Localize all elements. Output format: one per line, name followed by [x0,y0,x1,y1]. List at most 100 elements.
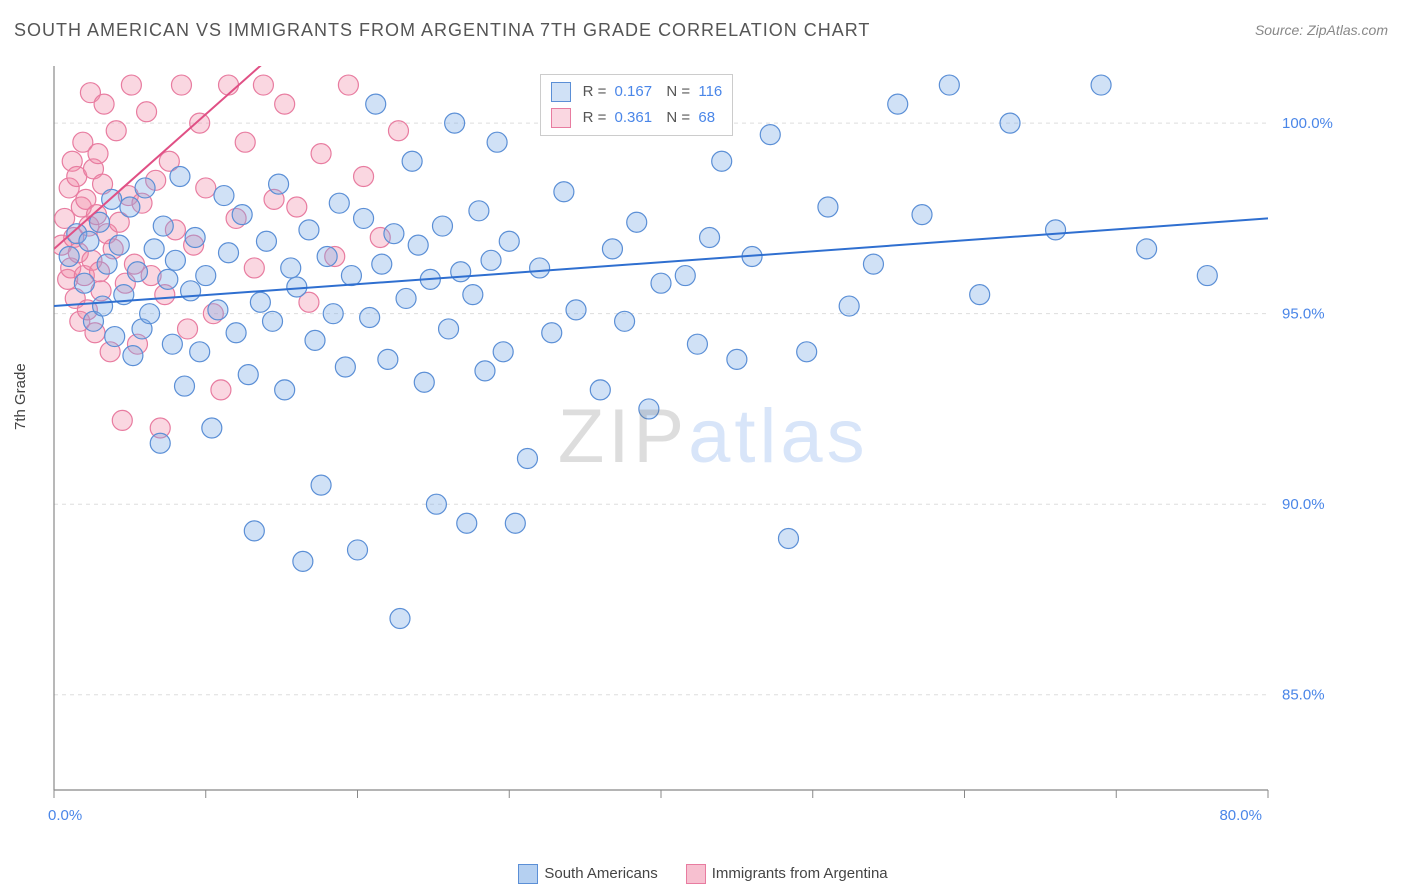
y-tick-label: 100.0% [1282,115,1333,132]
data-point [760,125,780,145]
data-point [162,334,182,354]
data-point [244,521,264,541]
data-point [97,254,117,274]
stats-row: R = 0.167 N = 116 [551,79,723,105]
data-point [253,75,273,95]
legend-swatch [518,864,538,884]
x-tick-label: 80.0% [1219,807,1262,824]
data-point [170,167,190,187]
data-point [408,235,428,255]
data-point [226,323,246,343]
data-point [263,311,283,331]
data-point [158,269,178,289]
data-point [390,609,410,629]
data-point [602,239,622,259]
y-tick-label: 85.0% [1282,687,1325,704]
data-point [269,174,289,194]
data-point [175,376,195,396]
data-point [287,277,307,297]
series-swatch [551,82,571,102]
data-point [94,94,114,114]
data-point [797,342,817,362]
data-point [140,304,160,324]
data-point [388,121,408,141]
data-point [190,113,210,133]
data-point [615,311,635,331]
data-point [165,250,185,270]
data-point [299,220,319,240]
source-attribution: Source: ZipAtlas.com [1255,22,1388,38]
data-point [311,475,331,495]
data-point [712,151,732,171]
data-point [839,296,859,316]
data-point [106,121,126,141]
data-point [481,250,501,270]
data-point [378,349,398,369]
data-point [505,513,525,533]
data-point [211,380,231,400]
data-point [469,201,489,221]
data-point [219,75,239,95]
legend-bottom: South Americans Immigrants from Argentina [0,864,1406,884]
series-swatch [551,108,571,128]
data-point [232,205,252,225]
data-point [487,132,507,152]
data-point [475,361,495,381]
data-point [970,285,990,305]
y-axis-label: 7th Grade [12,363,29,430]
chart-title: SOUTH AMERICAN VS IMMIGRANTS FROM ARGENT… [14,20,870,41]
data-point [590,380,610,400]
data-point [675,266,695,286]
data-point [123,346,143,366]
data-point [542,323,562,343]
data-point [144,239,164,259]
data-point [238,365,258,385]
data-point [354,208,374,228]
stats-row: R = 0.361 N = 68 [551,105,723,131]
data-point [281,258,301,278]
data-point [109,235,129,255]
data-point [517,448,537,468]
data-point [1046,220,1066,240]
data-point [59,247,79,267]
data-point [323,304,343,324]
data-point [818,197,838,217]
data-point [335,357,355,377]
data-point [275,94,295,114]
data-point [250,292,270,312]
data-point [863,254,883,274]
data-point [939,75,959,95]
legend-swatch [686,864,706,884]
data-point [79,231,99,251]
data-point [112,410,132,430]
data-point [493,342,513,362]
data-point [627,212,647,232]
data-point [1000,113,1020,133]
data-point [396,288,416,308]
legend-item: South Americans [518,864,657,884]
data-point [463,285,483,305]
data-point [185,227,205,247]
data-point [778,529,798,549]
data-point [727,349,747,369]
data-point [700,227,720,247]
plot-area: 85.0%90.0%95.0%100.0%0.0%80.0% [48,60,1358,830]
data-point [348,540,368,560]
data-point [445,113,465,133]
data-point [127,262,147,282]
data-point [338,75,358,95]
data-point [366,94,386,114]
data-point [171,75,191,95]
data-point [341,266,361,286]
scatter-svg: 85.0%90.0%95.0%100.0%0.0%80.0% [48,60,1358,830]
data-point [651,273,671,293]
data-point [256,231,276,251]
data-point [360,307,380,327]
data-point [88,144,108,164]
data-point [219,243,239,263]
data-point [1197,266,1217,286]
data-point [912,205,932,225]
data-point [439,319,459,339]
legend-item: Immigrants from Argentina [686,864,888,884]
stats-legend: R = 0.167 N = 116R = 0.361 N = 68 [540,74,734,136]
